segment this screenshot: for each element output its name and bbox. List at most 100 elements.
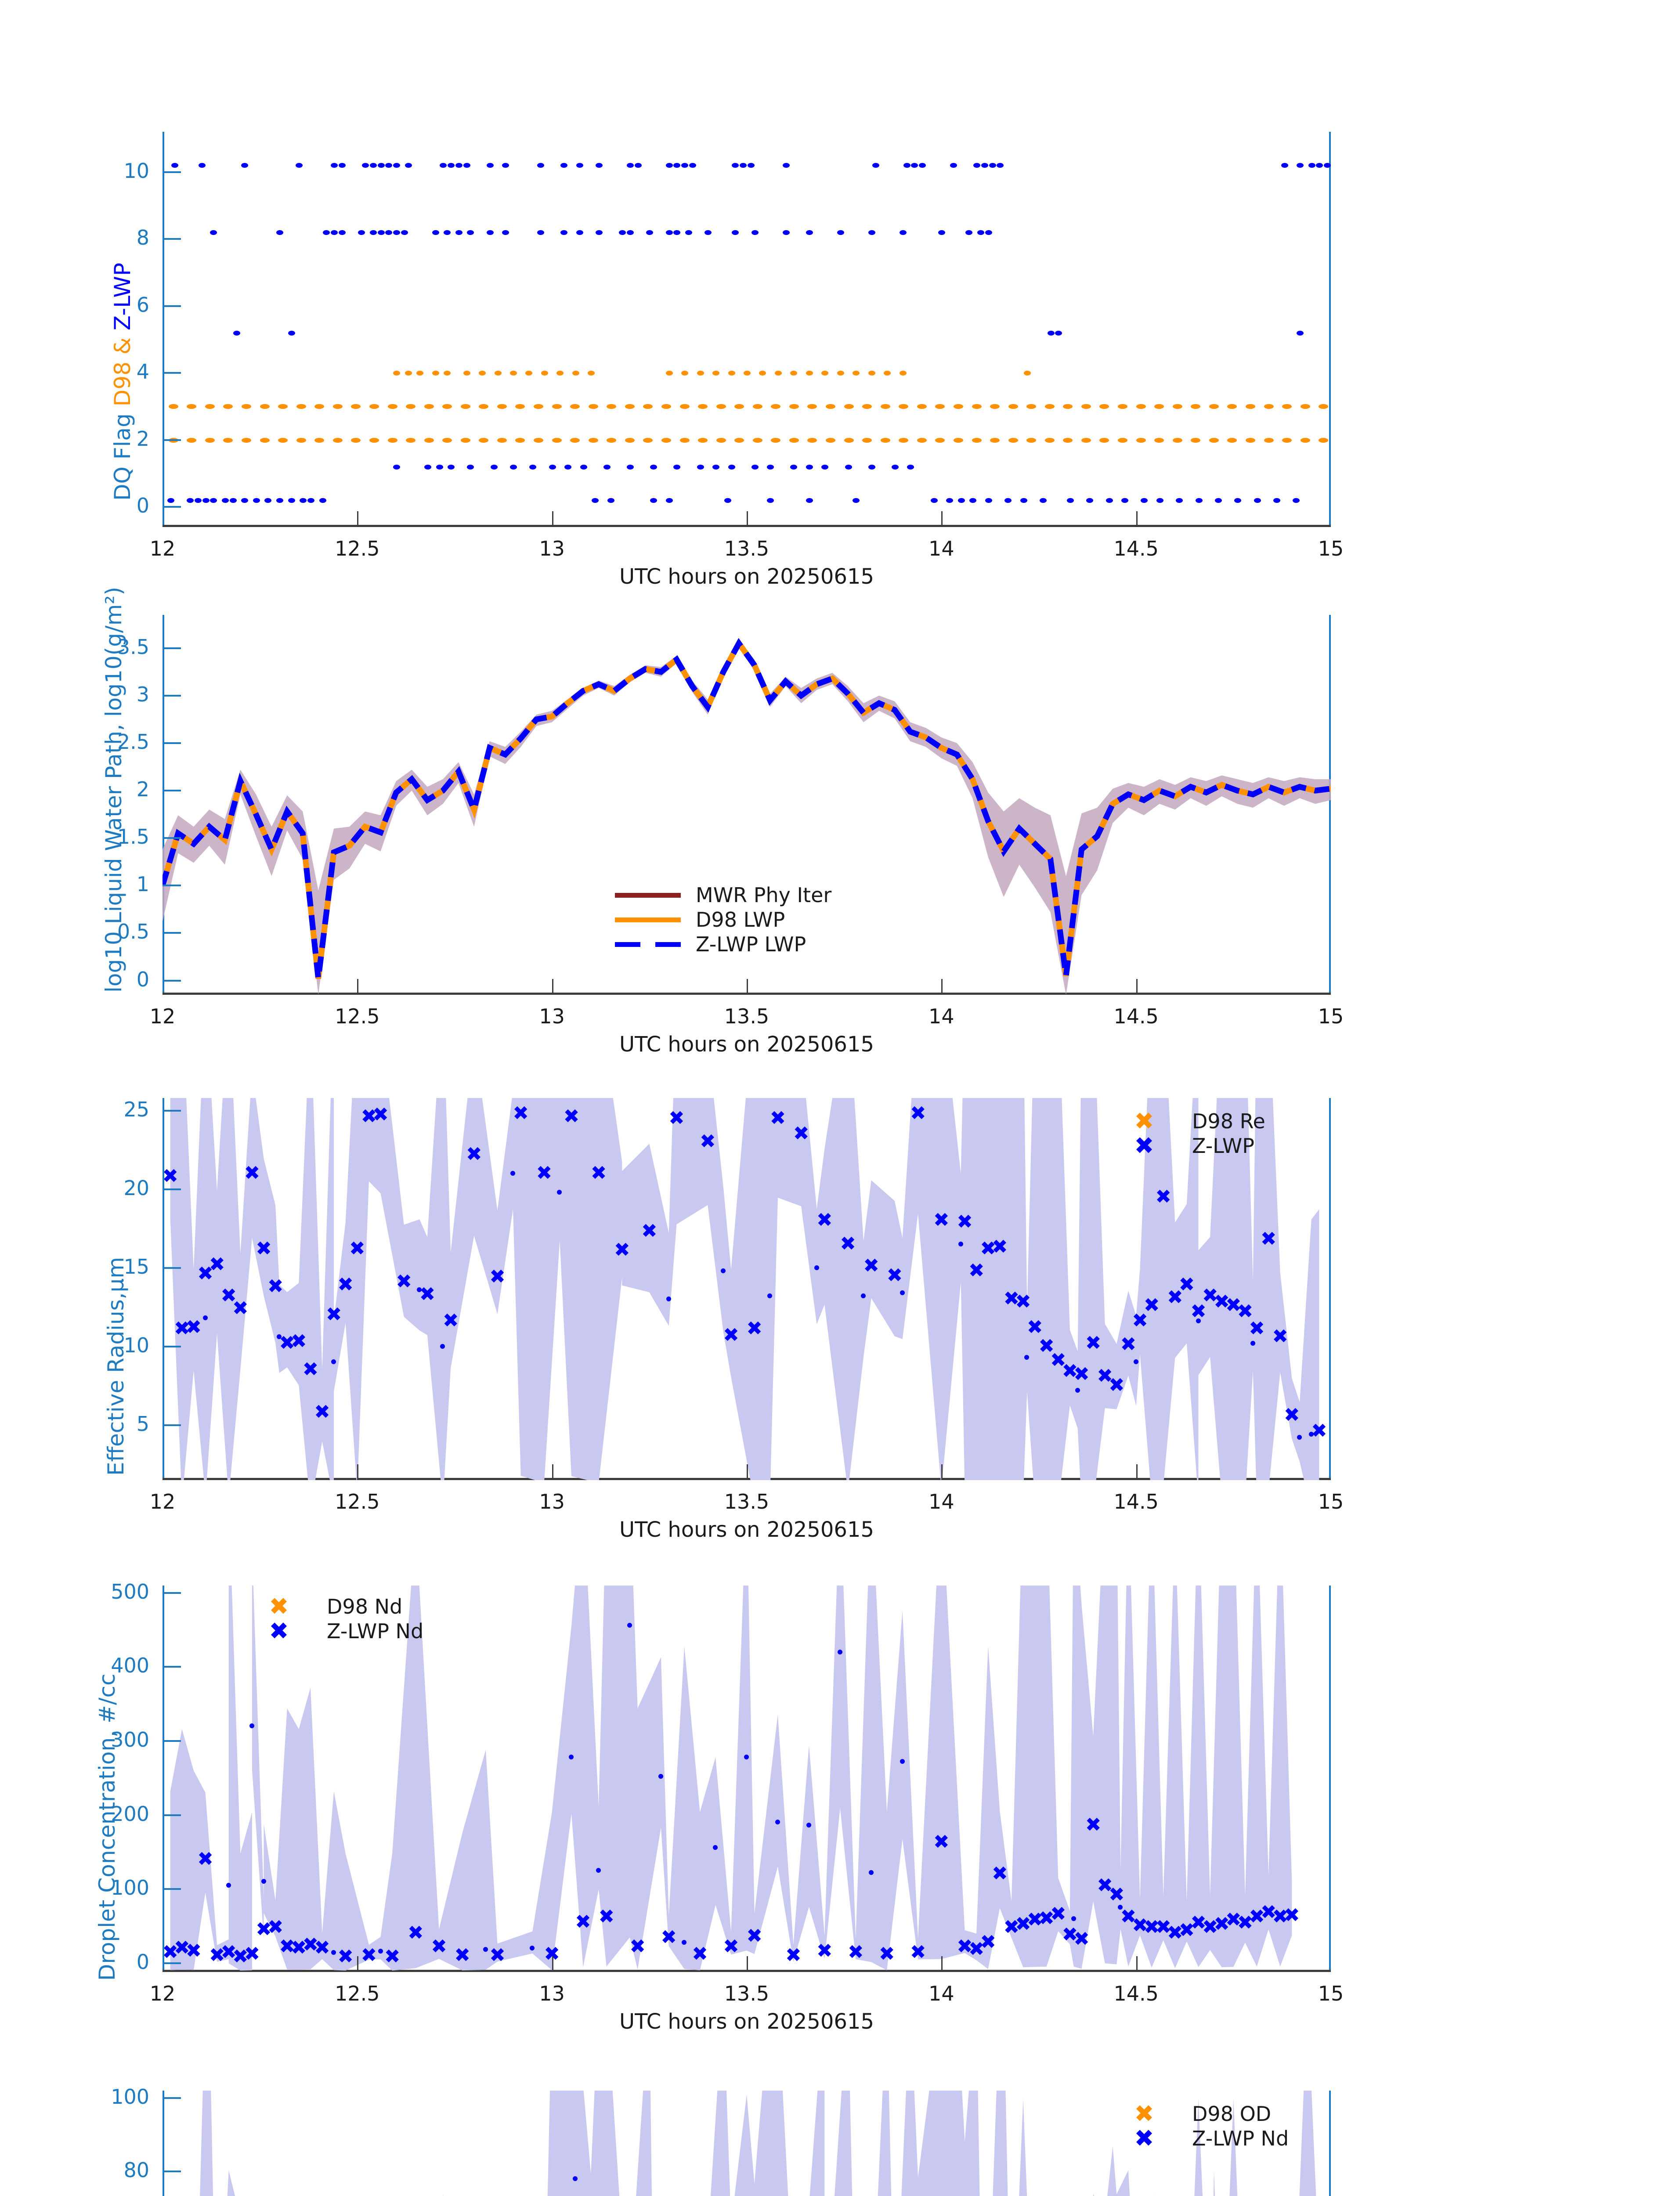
dq-flag-point <box>1086 498 1094 503</box>
data-point-marker: ✖ <box>279 1332 296 1354</box>
dq-flag-dotted-marker <box>534 404 544 409</box>
dq-flag-dotted-marker <box>752 437 762 443</box>
dq-flag-dotted-marker <box>698 437 708 443</box>
dq-flag-point <box>444 230 451 235</box>
dq-flag-point <box>1324 163 1331 168</box>
dq-flag-point <box>1106 498 1113 503</box>
data-point-marker: ✖ <box>314 1401 330 1423</box>
x-tick-mark <box>941 511 943 527</box>
dq-flag-dotted-marker <box>314 404 325 409</box>
dq-flag-point <box>938 230 946 235</box>
dq-flag-dotted-marker <box>552 404 562 409</box>
dq-flag-point <box>537 230 545 235</box>
y-tick-mark <box>163 171 181 173</box>
data-point-marker: ✖ <box>244 1162 260 1185</box>
x-tick-mark <box>552 979 553 995</box>
x-tick-label: 14.5 <box>1113 1982 1159 2005</box>
data-point-marker: ✖ <box>489 1265 506 1288</box>
dq-flag-dotted-marker <box>424 404 434 409</box>
data-point-marker: ✖ <box>163 1165 179 1188</box>
data-point-small-marker <box>619 1246 625 1251</box>
dq-flag-point <box>673 464 681 470</box>
data-point-marker: ✖ <box>1050 1903 1066 1925</box>
dq-flag-dotted-marker <box>935 437 945 443</box>
dq-flag-point <box>1234 498 1242 503</box>
data-point-marker: ✖ <box>816 1209 833 1232</box>
dq-flag-dotted-marker <box>862 437 872 443</box>
y-tick-label: 20 <box>123 1176 149 1200</box>
x-tick-label: 14.5 <box>1113 1490 1159 1513</box>
data-point-marker: ✖ <box>1272 1325 1289 1348</box>
y-tick-mark <box>163 885 181 887</box>
y-tick-label: 0 <box>136 1950 149 1974</box>
dq-flag-point <box>685 230 692 235</box>
data-point-small-marker <box>572 2176 578 2181</box>
dq-flag-point <box>724 498 731 503</box>
dq-flag-point <box>510 371 517 376</box>
dq-flag-point <box>560 163 568 168</box>
dq-flag-dotted-marker <box>205 404 215 409</box>
dq-flag-point <box>607 498 614 503</box>
x-tick-label: 12.5 <box>335 1490 380 1513</box>
dq-flag-point <box>171 163 178 168</box>
dq-flag-point <box>440 163 447 168</box>
panel3-left-spine <box>163 1098 164 1480</box>
panel2-x-axis-title: UTC hours on 20250615 <box>619 1032 874 1057</box>
dq-flag-point <box>712 464 720 470</box>
data-point-marker: ✖ <box>325 1303 342 1326</box>
dq-flag-dotted-marker <box>1172 404 1182 409</box>
data-point-marker: ✖ <box>1225 1294 1242 1317</box>
dq-flag-point <box>1047 330 1055 336</box>
y-tick-label: 15 <box>123 1254 149 1279</box>
y-tick-label: 80 <box>123 2158 149 2182</box>
data-point-small-marker <box>627 1623 632 1628</box>
dq-flag-point <box>891 464 899 470</box>
x-tick-label: 13.5 <box>724 537 770 560</box>
dq-flag-point <box>1214 498 1222 503</box>
dq-flag-dotted-marker <box>844 404 854 409</box>
dq-flag-point <box>985 230 992 235</box>
data-point-marker: ✖ <box>419 1283 436 1306</box>
dq-flag-point <box>385 230 393 235</box>
data-point-small-marker <box>596 1868 601 1873</box>
data-point-marker: ✖ <box>770 1107 786 1130</box>
y-tick-mark <box>163 1814 181 1816</box>
dq-flag-point <box>525 371 533 376</box>
x-tick-label: 12 <box>149 1982 176 2005</box>
panel4-y-axis-title: Droplet Concentration, #/cc <box>94 1673 120 1981</box>
data-point-marker: ✖ <box>384 1945 401 1968</box>
dq-flag-point <box>502 163 509 168</box>
panel5-band <box>200 2091 1316 2196</box>
dq-flag-point <box>868 464 875 470</box>
data-point-marker: ✖ <box>1073 1928 1090 1950</box>
y-tick-mark <box>163 439 181 441</box>
dq-flag-point <box>556 371 564 376</box>
dq-flag-dotted-marker <box>935 404 945 409</box>
dq-flag-point <box>1141 498 1148 503</box>
dq-flag-point <box>1055 330 1062 336</box>
dq-flag-point <box>338 163 346 168</box>
data-point-marker: ✖ <box>513 1102 529 1125</box>
data-point-marker: ✖ <box>980 1931 997 1954</box>
data-point-marker: ✖ <box>290 1936 307 1959</box>
data-point-marker: ✖ <box>361 1944 377 1967</box>
x-tick-label: 14.5 <box>1113 1004 1159 1028</box>
x-tick-mark <box>552 511 553 527</box>
dq-flag-point <box>899 371 907 376</box>
dq-flag-point <box>821 464 829 470</box>
dq-flag-dotted-marker <box>1191 404 1201 409</box>
y-tick-label: 1.5 <box>117 825 149 849</box>
x-tick-mark <box>1136 979 1138 995</box>
dq-flag-point <box>393 464 400 470</box>
x-tick-label: 14 <box>929 1004 954 1028</box>
data-point-small-marker <box>868 1870 874 1875</box>
data-point-marker: ✖ <box>886 1264 903 1287</box>
dq-flag-point <box>229 498 237 503</box>
dq-flag-dotted-marker <box>625 404 635 409</box>
dq-flag-point <box>580 464 587 470</box>
dq-flag-dotted-marker <box>1099 404 1109 409</box>
dq-flag-dotted-marker <box>1319 437 1329 443</box>
dq-flag-point <box>806 498 813 503</box>
dq-flag-point <box>416 371 424 376</box>
dq-flag-dotted-marker <box>1081 437 1091 443</box>
